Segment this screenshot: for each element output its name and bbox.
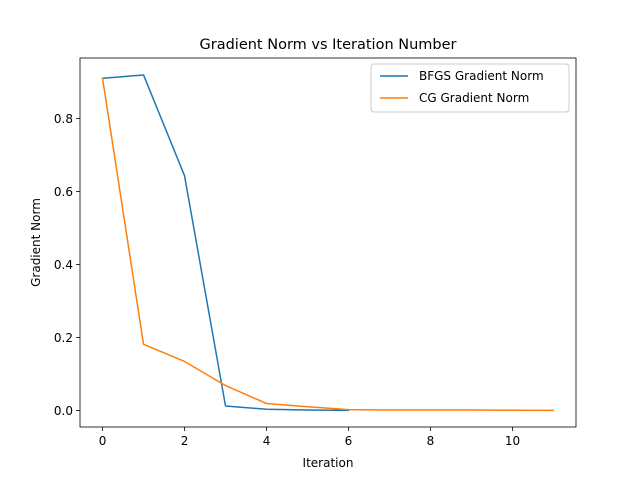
y-axis-label: Gradient Norm — [29, 198, 43, 287]
legend-label-cg: CG Gradient Norm — [419, 91, 529, 105]
y-tick-label: 0.0 — [54, 404, 73, 418]
series-line-1 — [101, 77, 555, 412]
y-tick-label: 0.6 — [54, 185, 73, 199]
series-layer — [101, 74, 555, 412]
x-tick-label: 2 — [181, 434, 189, 448]
x-axis-label: Iteration — [303, 456, 354, 470]
plot-frame — [79, 57, 577, 428]
x-tick-label: 10 — [505, 434, 520, 448]
x-axis: 0 2 4 6 8 10 — [99, 427, 520, 448]
y-axis: 0.0 0.2 0.4 0.6 0.8 — [54, 112, 80, 418]
y-tick-label: 0.8 — [54, 112, 73, 126]
legend-box — [370, 63, 570, 113]
plot-area — [80, 58, 576, 427]
x-tick-label: 0 — [99, 434, 107, 448]
x-tick-label: 8 — [427, 434, 435, 448]
y-tick-label: 0.4 — [54, 258, 73, 272]
x-tick-label: 6 — [345, 434, 353, 448]
series-line-0 — [101, 74, 350, 412]
x-tick-label: 4 — [263, 434, 271, 448]
legend-label-bfgs: BFGS Gradient Norm — [419, 69, 544, 83]
legend: BFGS Gradient Norm CG Gradient Norm — [370, 63, 570, 113]
chart-title: Gradient Norm vs Iteration Number — [200, 37, 457, 53]
y-tick-label: 0.2 — [54, 331, 73, 345]
